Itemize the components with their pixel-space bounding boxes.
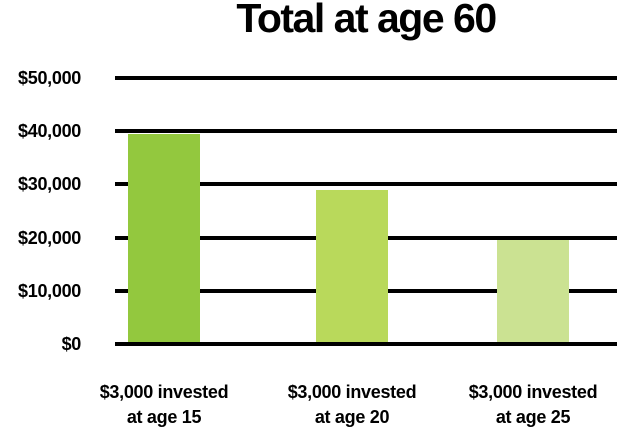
y-axis-tick-label: $50,000	[18, 68, 81, 88]
x-axis-label-line: at age 20	[314, 407, 390, 427]
gridline	[115, 182, 617, 187]
gridline	[115, 129, 617, 134]
y-axis-tick-label: $40,000	[18, 121, 81, 142]
y-axis-tick-label: $10,000	[18, 280, 81, 301]
x-axis-label-line: $3,000 invested	[99, 382, 229, 402]
gridline	[115, 76, 617, 80]
y-axis-tick-label: $0	[61, 334, 82, 354]
x-axis-label-line: $3,000 invested	[468, 382, 598, 402]
bar-2	[316, 189, 388, 342]
x-axis-label-line: $3,000 invested	[287, 382, 417, 402]
bar-3	[497, 240, 569, 342]
y-axis-tick-label: $20,000	[18, 227, 81, 248]
x-axis-category-label: $3,000 invested at age 15	[64, 380, 264, 430]
x-axis-label-line: at age 15	[126, 407, 202, 427]
x-axis-category-label: $3,000 invested at age 20	[252, 380, 452, 430]
chart-title: Total at age 60	[236, 0, 497, 41]
y-axis-tick-label: $30,000	[18, 174, 81, 195]
gridline	[115, 342, 617, 346]
x-axis-category-label: $3,000 invested at age 25	[433, 380, 617, 430]
x-axis-label-line: at age 25	[495, 407, 571, 427]
bar-1	[128, 133, 200, 342]
